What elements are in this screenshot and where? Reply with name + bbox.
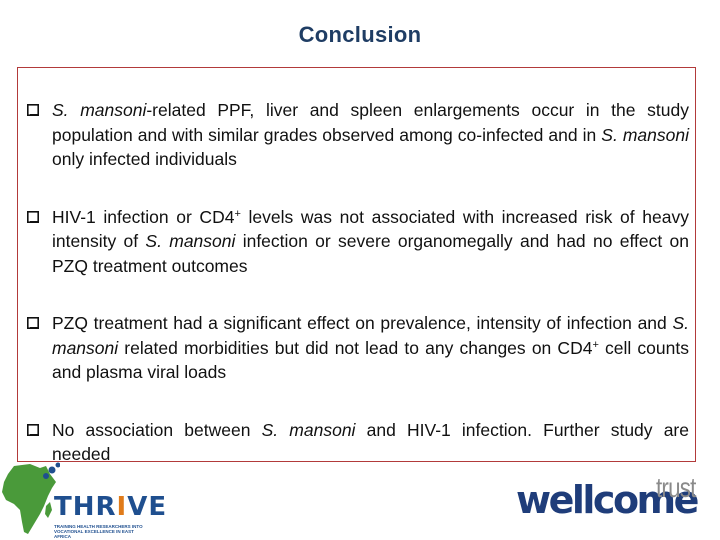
bullet-text: and HIV-1 infection. Further study are n… [52,419,689,465]
species-name: S. mansoni [261,419,356,440]
species-name: S. mansoni [601,124,690,145]
species-name: S. mansoni [52,100,147,120]
conclusion-bullet: HIV-1 infection or CD4+ levels was not a… [17,205,689,279]
slide-title: Conclusion [298,22,422,47]
thrive-tagline: TRAINING HEALTH RESEARCHERS INTO VOCATIO… [54,524,143,539]
conclusion-bullet: S. mansoni-related PPF, liver and spleen… [17,98,689,172]
thrive-logo: THRIVE TRAINING HEALTH RESEARCHERS INTO … [0,462,166,540]
conclusion-bullet: No association between S. mansoni and HI… [17,418,689,467]
checkbox-bullet-icon [27,104,39,116]
content-frame [17,67,696,462]
africa-map-icon [2,462,60,534]
bullet-text: PZQ treatment had a significant effect o… [52,313,673,333]
checkbox-bullet-icon [27,317,39,329]
wellcome-trust-logo: wellcome trust [516,472,706,528]
trust-wordmark: trust [656,472,696,503]
wellcome-wordmark: wellcome [516,478,699,522]
bullet-text: related morbidities but did not lead to … [118,337,593,358]
conclusion-bullet: PZQ treatment had a significant effect o… [17,311,689,385]
thrive-wordmark: THRIVE [54,492,168,522]
bullet-text: -related PPF, liver and spleen enlargeme… [52,100,689,145]
checkbox-bullet-icon [27,423,39,436]
bullet-text: infection or severe organomegally and ha… [52,231,689,276]
bullet-text: HIV-1 infection or CD4 [52,206,235,227]
conclusion-list: S. mansoni-related PPF, liver and spleen… [17,98,689,500]
checkbox-bullet-icon [27,210,39,223]
species-name: S. mansoni [145,231,236,251]
bullet-text: levels was not associated with increased… [52,206,689,252]
bullet-text: cell counts and plasma viral loads [52,337,689,383]
bullet-text: + [234,207,241,220]
bullet-text: + [592,338,599,351]
bullet-text: No association between [52,419,262,440]
bullet-text: only infected individuals [52,149,237,169]
species-name: S. mansoni [52,313,689,358]
